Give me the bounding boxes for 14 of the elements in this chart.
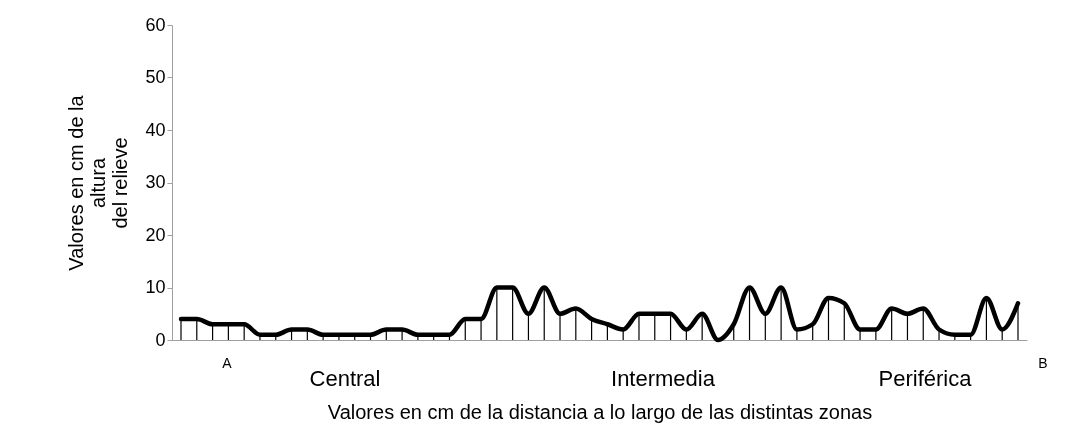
text: Central — [309, 366, 381, 392]
y-tick-label: 20 — [145, 224, 166, 245]
y-tick-label: 50 — [145, 67, 166, 87]
y-tick-label: 30 — [145, 172, 166, 192]
x-axis-title: Valores en cm de la distancia a lo largo de las distintas zonas — [327, 400, 873, 423]
text: Intermedia — [611, 366, 715, 392]
y-tick-label: 40 — [145, 119, 166, 140]
text: Periférica — [878, 366, 972, 392]
y-tick-label: 60 — [145, 14, 166, 35]
text: B — [1038, 355, 1048, 371]
y-axis-title: Valores en cm de la altura del relieve — [65, 94, 132, 271]
y-tick-label: 10 — [145, 277, 166, 297]
y-tick-label: 0 — [155, 329, 166, 350]
text: A — [222, 355, 232, 371]
